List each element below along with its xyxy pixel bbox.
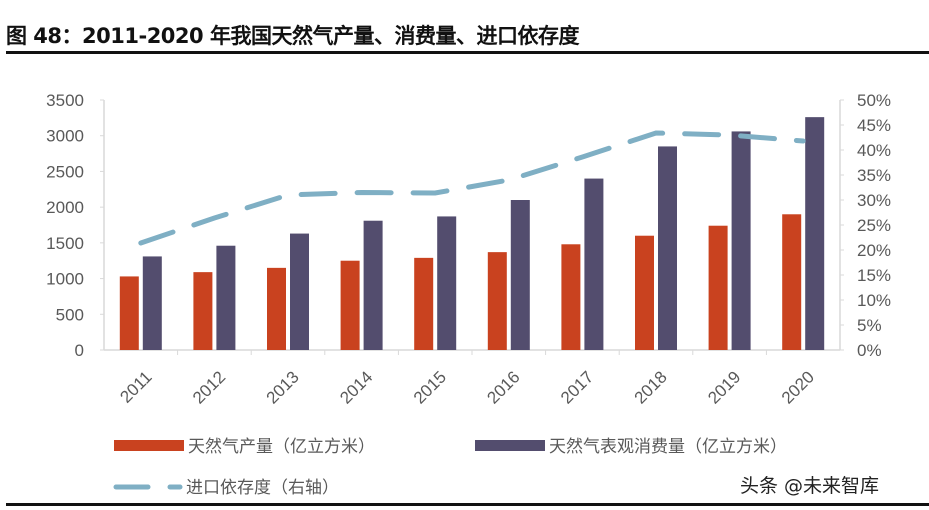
right-axis-tick-label: 15%	[857, 266, 891, 285]
right-axis-tick-label: 25%	[857, 216, 891, 235]
right-axis-tick-label: 45%	[857, 116, 891, 135]
left-axis-tick-label: 0	[75, 341, 84, 360]
left-axis-tick-label: 3500	[46, 91, 84, 110]
legend-swatch-production	[114, 440, 184, 451]
bar-production	[414, 257, 434, 350]
left-axis-tick-label: 2000	[46, 198, 84, 217]
right-axis-tick-label: 10%	[857, 291, 891, 310]
x-axis-tick-label: 2016	[483, 367, 523, 407]
left-axis-tick-label: 1000	[46, 270, 84, 289]
legend-label-import-dependency: 进口依存度（右轴）	[186, 478, 339, 498]
x-axis-tick-label: 2015	[410, 367, 450, 407]
x-axis-tick-label: 2019	[704, 367, 744, 407]
bar-consumption	[731, 131, 751, 350]
title-divider	[6, 51, 929, 54]
watermark: 头条 @未来智库	[740, 475, 879, 497]
x-axis-tick-label: 2012	[189, 367, 229, 407]
bar-consumption	[805, 117, 825, 351]
bar-production	[119, 276, 139, 350]
bar-consumption	[584, 178, 604, 350]
bar-consumption	[290, 233, 309, 350]
x-axis-tick-label: 2018	[631, 367, 671, 407]
bar-production	[635, 235, 654, 350]
x-axis-tick-label: 2013	[263, 367, 303, 407]
bar-production	[267, 267, 286, 350]
bar-consumption	[510, 200, 530, 350]
bar-production	[487, 252, 507, 350]
bar-production	[193, 272, 213, 350]
legend-swatch-consumption	[475, 440, 545, 451]
right-axis-tick-label: 40%	[857, 141, 891, 160]
bar-production	[340, 260, 360, 350]
bar-consumption	[658, 146, 677, 350]
bar-production	[708, 225, 728, 350]
legend-label-consumption: 天然气表观消费量（亿立方米）	[549, 437, 787, 457]
bar-consumption	[142, 256, 162, 350]
right-axis-tick-label: 0%	[857, 341, 882, 360]
x-axis-tick-label: 2020	[778, 367, 818, 407]
x-axis-tick-label: 2011	[116, 367, 155, 406]
line-import-dependency	[138, 130, 806, 246]
right-axis-tick-label: 35%	[857, 166, 891, 185]
right-axis-tick-label: 50%	[857, 91, 891, 110]
bar-consumption	[437, 216, 457, 350]
x-axis-tick-label: 2017	[557, 367, 597, 407]
bar-consumption	[216, 245, 236, 350]
right-axis-tick-label: 5%	[857, 316, 882, 335]
bar-production	[561, 244, 581, 350]
left-axis-tick-label: 3000	[46, 127, 84, 146]
bar-production	[782, 214, 802, 350]
left-axis-tick-label: 1500	[46, 234, 84, 253]
x-axis-tick-label: 2014	[336, 367, 376, 407]
legend-label-production: 天然气产量（亿立方米）	[188, 437, 375, 457]
right-axis-tick-label: 30%	[857, 191, 891, 210]
figure-title: 图 48：2011-2020 年我国天然气产量、消费量、进口依存度	[6, 24, 579, 48]
right-axis-tick-label: 20%	[857, 241, 891, 260]
left-axis-tick-label: 2500	[46, 162, 84, 181]
bottom-divider	[6, 503, 929, 506]
left-axis-tick-label: 500	[56, 305, 84, 324]
bar-consumption	[363, 220, 383, 350]
